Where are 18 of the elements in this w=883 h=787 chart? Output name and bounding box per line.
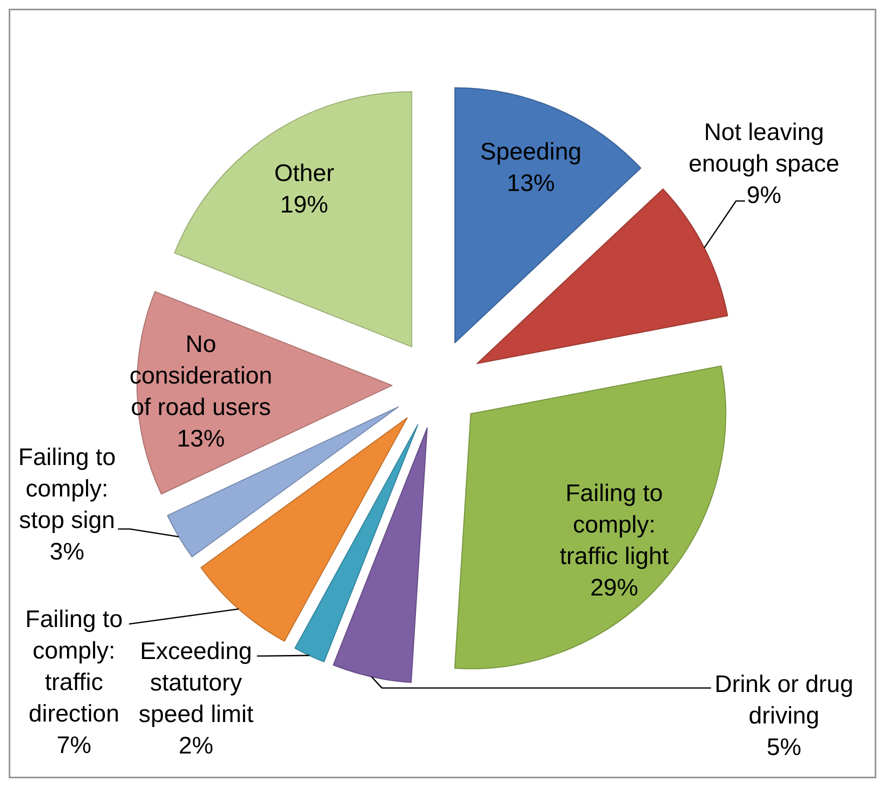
data-label: 2% xyxy=(178,732,214,759)
slice-label: Not leaving enough space xyxy=(688,118,840,177)
slice-label: Failing to comply: traffic light xyxy=(560,479,670,570)
slice-label: Failing to comply: stop sign xyxy=(18,444,116,534)
data-label: 13% xyxy=(176,425,225,452)
data-label: 13% xyxy=(506,169,555,196)
slice-label: Speeding xyxy=(480,138,582,165)
data-label: 3% xyxy=(50,538,84,565)
data-label: 19% xyxy=(280,190,328,218)
data-label: 5% xyxy=(766,734,802,760)
data-label: 29% xyxy=(590,574,638,601)
slice-label: Drink or drug driving xyxy=(714,670,854,729)
slice-label: No consideration of road users xyxy=(129,330,272,421)
data-label: 9% xyxy=(746,182,782,208)
slice-label: Other xyxy=(274,159,334,186)
data-label: 7% xyxy=(56,732,92,758)
slice-label: Failing to comply: traffic direction xyxy=(25,606,123,727)
slice-label: Exceeding statutory speed limit xyxy=(138,638,254,728)
